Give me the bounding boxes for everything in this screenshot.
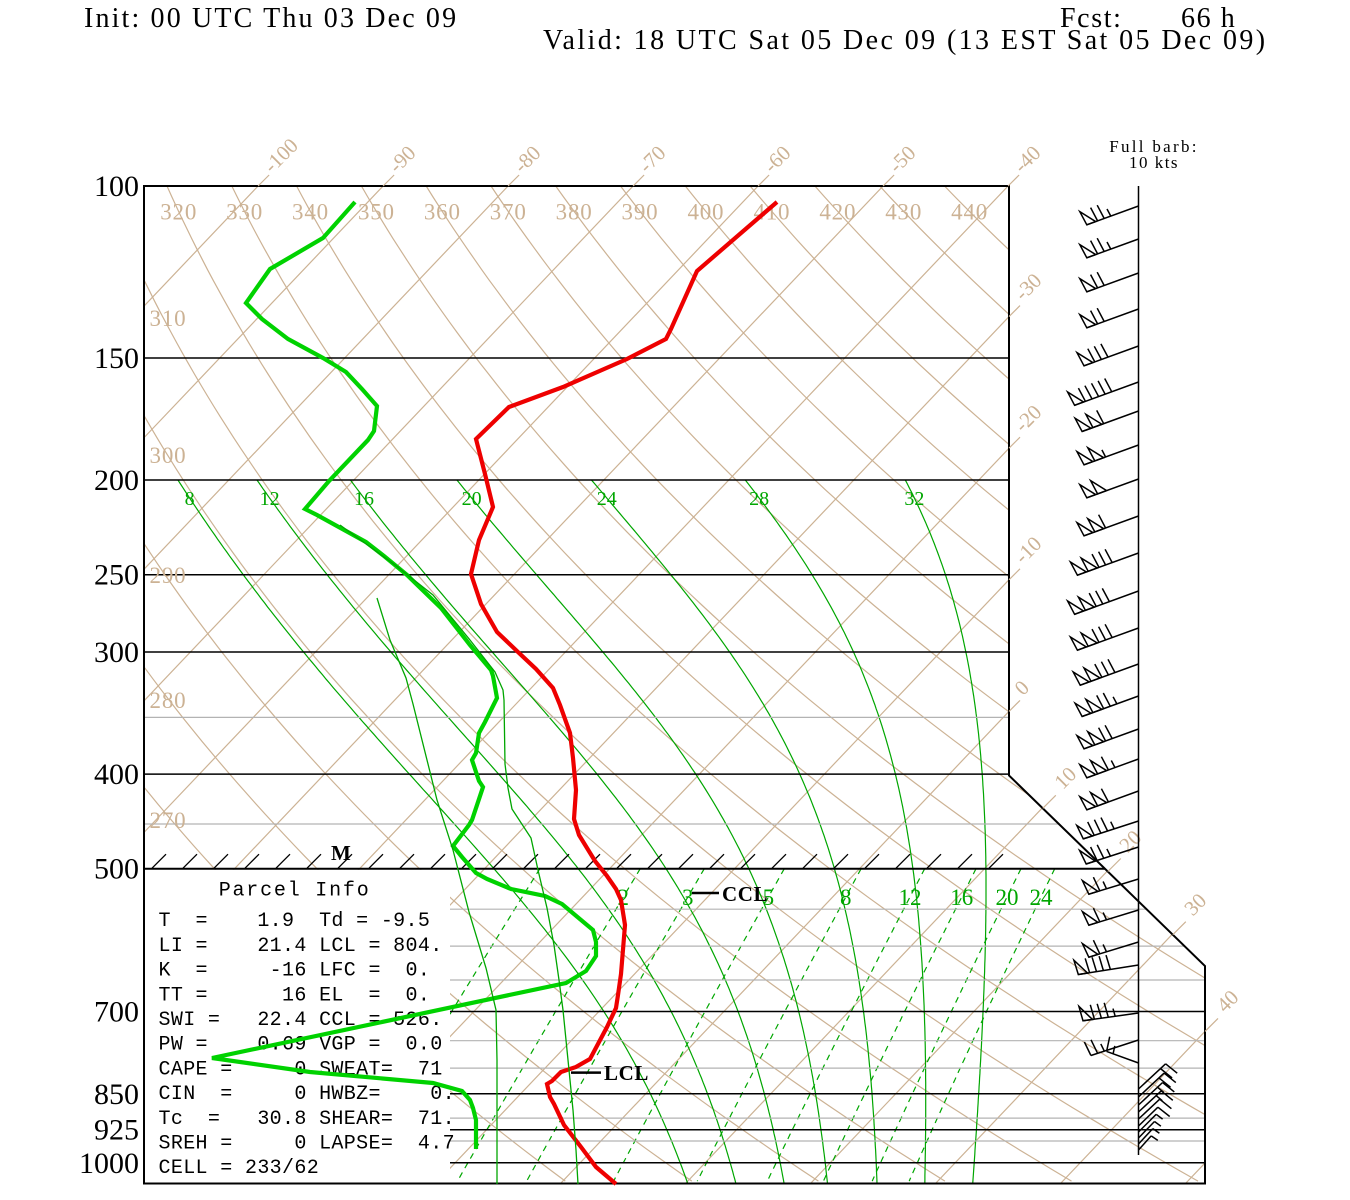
svg-text:10 kts: 10 kts (1129, 153, 1179, 172)
svg-text:150: 150 (94, 342, 139, 375)
svg-text:66 h: 66 h (1181, 3, 1236, 34)
svg-text:400: 400 (94, 758, 139, 791)
svg-text:CELL = 233/62: CELL = 233/62 (159, 1157, 320, 1180)
svg-text:12: 12 (260, 488, 280, 510)
svg-text:370: 370 (490, 200, 527, 225)
svg-text:Tc = 30.8 SHEAR= 71.: Tc = 30.8 SHEAR= 71. (159, 1108, 455, 1131)
svg-text:-40: -40 (1009, 141, 1046, 178)
svg-text:300: 300 (150, 443, 187, 468)
svg-text:-80: -80 (509, 141, 546, 178)
svg-text:Fcst:: Fcst: (1060, 3, 1122, 34)
svg-text:LI = 21.4 LCL = 804.: LI = 21.4 LCL = 804. (159, 935, 443, 958)
svg-text:250: 250 (94, 559, 139, 592)
svg-text:3: 3 (682, 885, 694, 910)
svg-text:20: 20 (462, 488, 482, 510)
svg-text:290: 290 (150, 563, 187, 588)
svg-text:Init: 00 UTC Thu 03 Dec 09: Init: 00 UTC Thu 03 Dec 09 (84, 3, 458, 34)
svg-text:-100: -100 (259, 133, 303, 177)
svg-text:SREH = 0 LAPSE= 4.7: SREH = 0 LAPSE= 4.7 (159, 1133, 455, 1156)
svg-text:32: 32 (904, 488, 924, 510)
svg-text:850: 850 (94, 1078, 139, 1111)
svg-text:440: 440 (951, 200, 988, 225)
svg-text:16: 16 (950, 885, 973, 910)
svg-text:1000: 1000 (79, 1147, 139, 1180)
svg-text:500: 500 (94, 853, 139, 886)
svg-text:8: 8 (185, 488, 195, 510)
svg-text:Parcel Info: Parcel Info (219, 880, 371, 903)
svg-text:-70: -70 (634, 141, 671, 178)
svg-text:-90: -90 (384, 141, 421, 178)
svg-text:350: 350 (358, 200, 395, 225)
svg-text:M: M (331, 841, 351, 865)
svg-text:430: 430 (885, 200, 922, 225)
svg-text:28: 28 (749, 488, 769, 510)
svg-text:-30: -30 (1010, 268, 1047, 305)
svg-text:380: 380 (556, 200, 593, 225)
svg-text:12: 12 (899, 885, 922, 910)
svg-text:Full barb:: Full barb: (1109, 137, 1199, 156)
svg-text:40: 40 (1212, 985, 1244, 1017)
svg-text:340: 340 (292, 200, 329, 225)
svg-text:200: 200 (94, 464, 139, 497)
svg-text:420: 420 (819, 200, 856, 225)
svg-text:LCL: LCL (604, 1061, 649, 1085)
svg-text:-20: -20 (1010, 400, 1047, 437)
svg-text:30: 30 (1179, 888, 1211, 920)
svg-text:PW = 0.69 VGP = 0.0: PW = 0.69 VGP = 0.0 (159, 1034, 443, 1057)
svg-text:270: 270 (150, 808, 187, 833)
svg-text:-50: -50 (884, 141, 921, 178)
svg-text:410: 410 (753, 200, 790, 225)
svg-text:8: 8 (840, 885, 852, 910)
svg-text:700: 700 (94, 996, 139, 1029)
svg-text:T = 1.9 Td = -9.5: T = 1.9 Td = -9.5 (159, 910, 431, 933)
svg-text:320: 320 (160, 200, 197, 225)
svg-text:CCL: CCL (722, 882, 768, 906)
svg-text:SWI = 22.4 CCL = 526.: SWI = 22.4 CCL = 526. (159, 1009, 443, 1032)
svg-text:24: 24 (1030, 885, 1054, 910)
svg-text:16: 16 (354, 488, 374, 510)
svg-text:Valid: 18 UTC Sat 05 Dec 09 (1: Valid: 18 UTC Sat 05 Dec 09 (13 EST Sat … (543, 25, 1268, 56)
svg-text:300: 300 (94, 636, 139, 669)
svg-text:925: 925 (94, 1114, 139, 1147)
svg-text:2: 2 (618, 885, 630, 910)
svg-text:K = -16 LFC = 0.: K = -16 LFC = 0. (159, 960, 431, 983)
svg-text:0: 0 (1010, 676, 1034, 700)
svg-text:5: 5 (763, 885, 775, 910)
svg-text:TT = 16 EL = 0.: TT = 16 EL = 0. (159, 984, 431, 1007)
svg-text:400: 400 (687, 200, 724, 225)
svg-text:390: 390 (622, 200, 659, 225)
svg-text:CIN = 0 HWBZ= 0.: CIN = 0 HWBZ= 0. (159, 1083, 455, 1106)
svg-text:10: 10 (1049, 762, 1081, 794)
svg-text:310: 310 (150, 306, 187, 331)
svg-text:20: 20 (1114, 825, 1146, 857)
svg-text:-10: -10 (1010, 532, 1047, 569)
svg-text:330: 330 (226, 200, 263, 225)
svg-text:360: 360 (424, 200, 461, 225)
svg-text:100: 100 (94, 170, 139, 203)
svg-text:20: 20 (996, 885, 1019, 910)
svg-text:280: 280 (150, 688, 187, 713)
svg-text:-60: -60 (759, 141, 796, 178)
svg-text:24: 24 (597, 488, 617, 510)
